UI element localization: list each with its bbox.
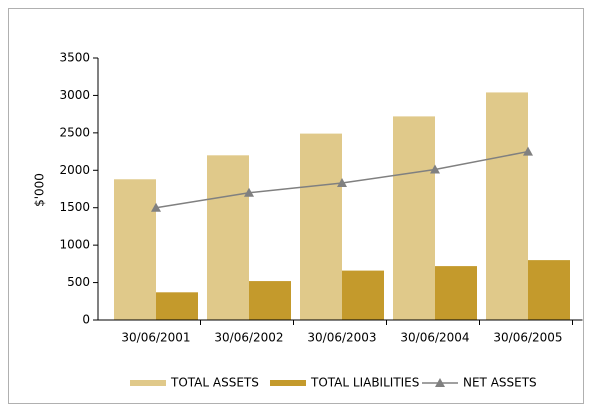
line-marker (337, 178, 347, 188)
x-tick-label: 30/06/2003 (307, 331, 376, 345)
y-axis-label: $'000 (33, 173, 47, 207)
bar (486, 92, 528, 320)
bar (393, 116, 435, 320)
x-tick-label: 30/06/2004 (400, 331, 469, 345)
y-tick-label: 2000 (59, 163, 90, 177)
y-tick-label: 1000 (59, 238, 90, 252)
legend-label: NET ASSETS (463, 376, 537, 390)
legend-swatch (270, 380, 306, 386)
y-tick-label: 3500 (59, 51, 90, 65)
line-marker (151, 202, 161, 212)
x-tick-label: 30/06/2001 (121, 331, 190, 345)
x-tick-label: 30/06/2005 (493, 331, 562, 345)
y-tick-label: 1500 (59, 200, 90, 214)
line-marker (244, 187, 254, 197)
bar (528, 260, 570, 320)
line-marker (430, 164, 440, 174)
bar (156, 292, 198, 320)
legend-swatch (130, 380, 166, 386)
bar (249, 281, 291, 320)
bar (435, 266, 477, 320)
bar (114, 179, 156, 320)
bar (207, 155, 249, 320)
legend-marker (435, 378, 445, 387)
legend-label: TOTAL LIABILITIES (310, 376, 419, 390)
y-tick-label: 3000 (59, 88, 90, 102)
bar (300, 133, 342, 320)
y-tick-label: 0 (82, 313, 90, 327)
y-tick-label: 500 (67, 275, 90, 289)
x-tick-label: 30/06/2002 (214, 331, 283, 345)
y-tick-label: 2500 (59, 125, 90, 139)
line-marker (523, 146, 533, 156)
bar (342, 270, 384, 320)
legend-label: TOTAL ASSETS (170, 376, 259, 390)
